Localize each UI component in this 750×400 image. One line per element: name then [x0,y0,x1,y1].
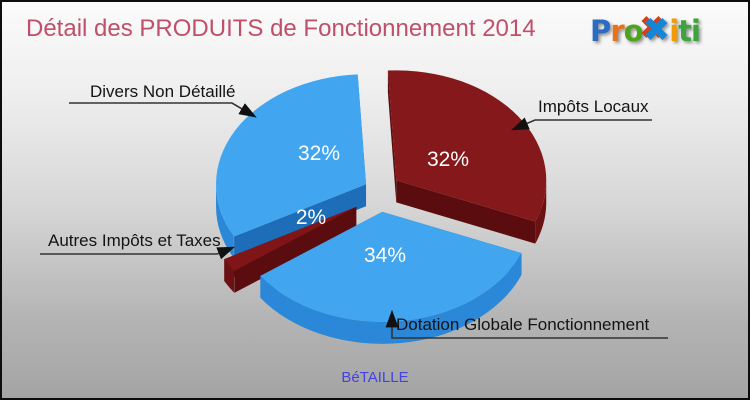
logo-letter: ✖ [642,10,671,49]
logo-letter: r [610,14,624,48]
leader-dotation [385,309,668,339]
commune-name: BéTAILLE [341,369,409,386]
logo-letter: i [669,14,679,48]
pie-slice-face [216,184,234,259]
leader-autres [40,246,235,260]
pie-slice-face [224,206,357,271]
logo-letter: t [678,14,692,48]
logo-letter: P [590,14,611,48]
pie-slice-face [260,211,522,322]
pct-divers: 32% [297,142,341,165]
leader-divers [69,102,257,118]
pie-slice-face [535,182,547,244]
pie-slice-face [396,180,536,244]
pie-slice-face [234,184,367,259]
logo-letter: i [691,14,701,48]
proxiti-logo: Pro✖iti [590,10,701,49]
leader-impots [511,117,652,131]
label-divers: Divers Non Détaillé [90,82,236,101]
pie-slice-face [224,259,234,293]
pie-slice-face [387,70,547,222]
pie-slice-face [234,206,357,293]
pie-slice-face [387,70,397,203]
label-dotation: Dotation Globale Fonctionnement [396,315,650,334]
label-autres: Autres Impôts et Taxes [48,231,221,250]
pie-slice-face [260,253,522,344]
pct-dotation: 34% [363,244,407,267]
page-title: Détail des PRODUITS de Fonctionnement 20… [26,15,536,42]
label-impots: Impôts Locaux [538,97,649,116]
logo-letter: o [623,14,644,48]
pct-impots: 32% [426,148,470,171]
pct-autres: 2% [295,206,327,229]
